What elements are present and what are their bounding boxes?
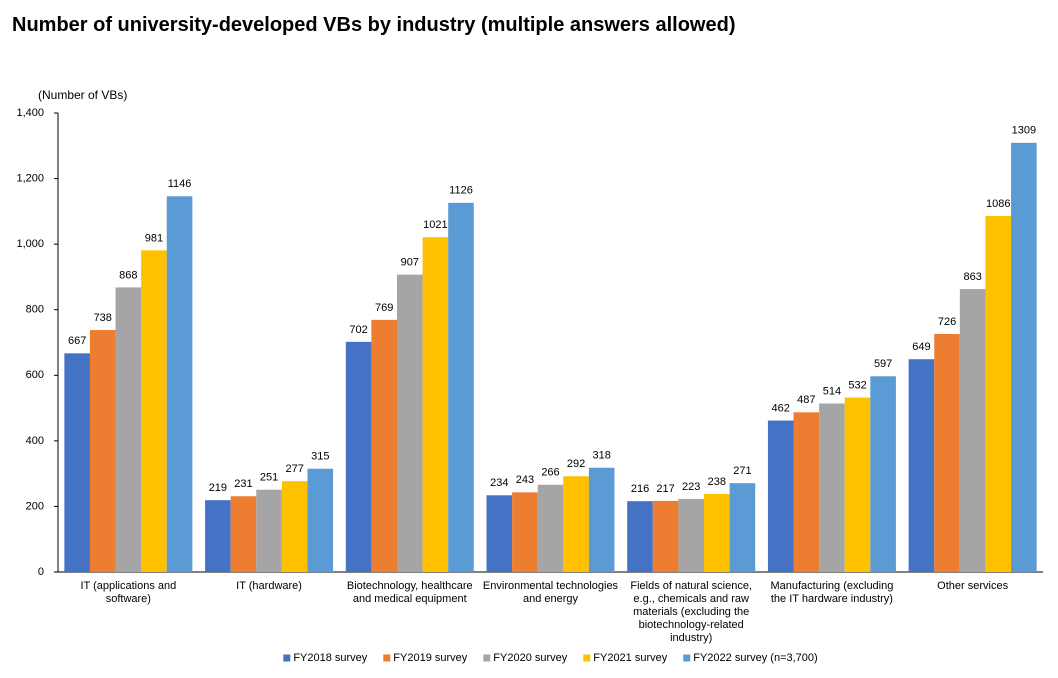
legend-swatch bbox=[583, 654, 591, 662]
data-label: 271 bbox=[733, 465, 751, 477]
legend-label: FY2019 survey bbox=[393, 652, 467, 664]
data-label: 266 bbox=[541, 467, 559, 479]
legend-swatch bbox=[283, 654, 291, 662]
bar bbox=[704, 493, 730, 572]
bar bbox=[345, 341, 372, 572]
bar bbox=[307, 468, 334, 572]
data-label: 238 bbox=[708, 476, 726, 488]
bar bbox=[652, 500, 679, 572]
data-label: 487 bbox=[797, 394, 815, 406]
bar bbox=[908, 359, 935, 572]
data-label: 462 bbox=[772, 402, 790, 414]
data-label: 315 bbox=[311, 451, 329, 463]
y-tick-label: 400 bbox=[26, 435, 44, 447]
data-label: 251 bbox=[260, 472, 278, 484]
data-label: 597 bbox=[874, 358, 892, 370]
bar bbox=[934, 333, 960, 572]
bar bbox=[729, 483, 756, 572]
data-label: 219 bbox=[209, 482, 227, 494]
y-tick-label: 600 bbox=[26, 369, 44, 381]
y-tick-label: 1,000 bbox=[16, 238, 44, 250]
legend-swatch bbox=[383, 654, 391, 662]
bar bbox=[64, 353, 90, 572]
data-label: 726 bbox=[938, 316, 956, 328]
y-axis-label: (Number of VBs) bbox=[38, 88, 127, 102]
data-label: 702 bbox=[349, 324, 367, 336]
x-tick-label: IT (hardware) bbox=[236, 580, 302, 592]
data-label: 231 bbox=[234, 478, 252, 490]
bar bbox=[205, 500, 231, 572]
data-label: 1309 bbox=[1012, 125, 1036, 137]
data-label: 863 bbox=[963, 271, 981, 283]
legend-label: FY2021 survey bbox=[593, 652, 667, 664]
y-tick-label: 0 bbox=[38, 566, 44, 578]
bar bbox=[870, 376, 896, 572]
data-label: 514 bbox=[823, 385, 841, 397]
bar bbox=[959, 289, 986, 572]
data-label: 1126 bbox=[449, 185, 473, 197]
data-label: 868 bbox=[119, 269, 137, 281]
bar bbox=[89, 330, 116, 572]
legend-label: FY2022 survey (n=3,700) bbox=[693, 652, 817, 664]
bar bbox=[141, 250, 167, 573]
bar bbox=[396, 274, 423, 572]
bar bbox=[1011, 142, 1037, 572]
y-tick-label: 800 bbox=[26, 304, 44, 316]
data-label: 649 bbox=[912, 341, 930, 353]
bar bbox=[678, 498, 705, 572]
data-label: 234 bbox=[490, 477, 508, 489]
bar bbox=[627, 501, 653, 572]
data-label: 217 bbox=[656, 483, 674, 495]
bar bbox=[588, 467, 615, 572]
y-tick-label: 200 bbox=[26, 500, 44, 512]
legend-swatch bbox=[683, 654, 691, 662]
bar bbox=[767, 420, 794, 572]
data-label: 223 bbox=[682, 481, 700, 493]
bar bbox=[985, 215, 1012, 572]
data-label: 216 bbox=[631, 483, 649, 495]
bar bbox=[537, 484, 564, 572]
bar bbox=[448, 202, 474, 572]
y-tick-label: 1,400 bbox=[16, 107, 44, 119]
legend-label: FY2020 survey bbox=[493, 652, 567, 664]
data-label: 907 bbox=[401, 257, 419, 269]
bar bbox=[793, 412, 820, 572]
bar bbox=[166, 196, 193, 573]
chart-title: Number of university-developed VBs by in… bbox=[12, 14, 736, 36]
bar bbox=[115, 287, 142, 572]
bar bbox=[281, 481, 308, 572]
bar bbox=[230, 496, 257, 572]
data-label: 243 bbox=[516, 474, 534, 486]
x-tick-label: Environmental technologies and energy bbox=[482, 580, 619, 605]
data-label: 769 bbox=[375, 302, 393, 314]
bar bbox=[256, 489, 282, 572]
bar bbox=[844, 397, 871, 572]
data-label: 738 bbox=[94, 312, 112, 324]
bar bbox=[371, 319, 397, 572]
data-label: 667 bbox=[68, 335, 86, 347]
bar bbox=[819, 403, 845, 572]
x-tick-label: Manufacturing (excluding the IT hardware… bbox=[770, 580, 894, 605]
data-label: 532 bbox=[848, 379, 866, 391]
bar bbox=[512, 492, 538, 572]
y-tick-label: 1,200 bbox=[16, 172, 44, 184]
data-label: 277 bbox=[285, 463, 303, 475]
x-tick-label: Fields of natural science, e.g., chemica… bbox=[630, 580, 753, 644]
bar bbox=[563, 476, 589, 572]
bar bbox=[486, 495, 513, 572]
bar bbox=[422, 237, 449, 572]
data-label: 292 bbox=[567, 458, 585, 470]
legend-swatch bbox=[483, 654, 491, 662]
x-tick-label: IT (applications and software) bbox=[80, 580, 177, 605]
data-label: 1146 bbox=[168, 178, 192, 190]
data-label: 1021 bbox=[423, 219, 447, 231]
x-tick-label: Other services bbox=[937, 580, 1009, 592]
data-label: 318 bbox=[593, 450, 611, 462]
x-tick-label: Biotechnology, healthcare and medical eq… bbox=[346, 580, 473, 605]
legend-label: FY2018 survey bbox=[293, 652, 367, 664]
data-label: 981 bbox=[145, 232, 163, 244]
data-label: 1086 bbox=[986, 198, 1010, 210]
